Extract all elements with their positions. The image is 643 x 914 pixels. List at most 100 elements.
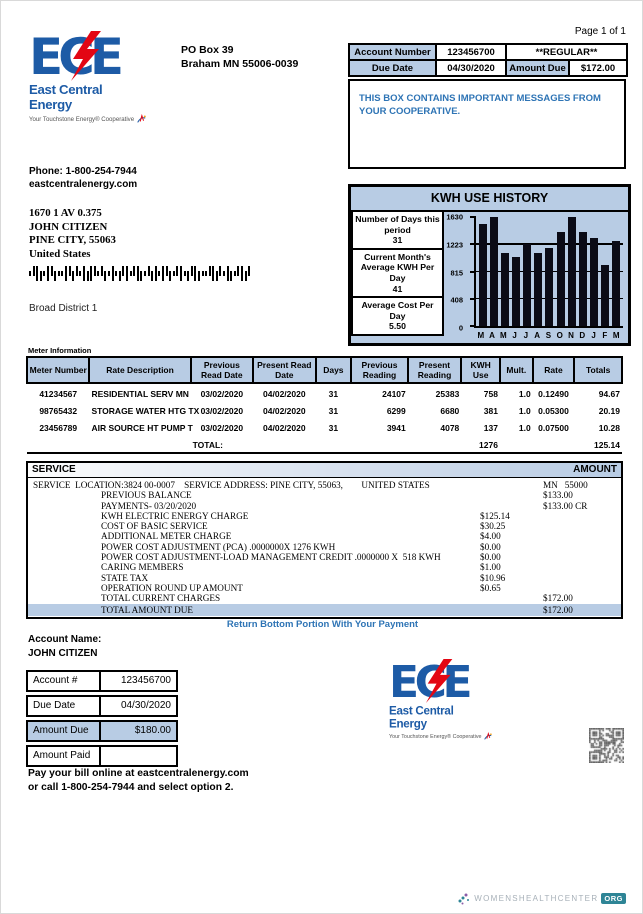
kwh-x-label: M [477,331,485,340]
stub-row-label: Amount Due [28,722,101,740]
watermark-badge: ORG [601,893,626,904]
meter-info-label: Meter Information [28,346,92,355]
charge-label: PREVIOUS BALANCE [101,490,192,501]
charge-label: KWH ELECTRIC ENERGY CHARGE [101,510,249,521]
kwh-x-label: S [545,331,552,340]
charge-label: PAYMENTS- 03/20/2020 [101,500,197,511]
total-label: TOTAL: [192,440,223,450]
rate: 0.07500 [538,423,569,433]
meter-row: 23456789 AIR SOURCE HT PUMP T 03/02/2020… [27,418,622,435]
address-line: JOHN CITIZEN [29,220,108,233]
kwh-use: 137 [483,423,498,433]
pay-note-line: or call 1-800-254-7944 and select option… [28,782,234,793]
company-logo: ECE East Central Energy Your Touchstone … [29,31,147,124]
charge-label: COST OF BASIC SERVICE [101,521,208,532]
page-number: Page 1 of 1 [574,26,626,37]
stub-row-value: 123456700 [120,675,171,686]
balance-amount: $172.00 [543,604,573,615]
kwh-plot [470,216,623,328]
stub-row-label: Account # [28,672,101,690]
kwh-history-title: KWH USE HISTORY [351,187,628,212]
kwh-x-label: A [489,331,495,340]
present-read-date: 04/02/2020 [263,389,306,399]
service-line: KWH ELECTRIC ENERGY CHARGE $125.14 [28,511,621,521]
charge-label: CARING MEMBERS [101,562,184,573]
col-header: Rate Description [88,356,192,384]
kwh-x-label: F [602,331,608,340]
balance-amount: MN 55000 [543,480,588,490]
balance-amount: $133.00 CR [543,500,588,511]
total-amount: 125.14 [594,440,620,450]
charge-amount: $4.00 [480,531,501,542]
kwh-x-label: O [556,331,563,340]
brand-tagline: Your Touchstone Energy® Cooperative [29,114,147,124]
due-date-label: Due Date [348,59,437,77]
meter-number: 23456789 [39,423,78,433]
kwh-stat-box: Current Month's Average KWH Per Day 41 [351,249,444,299]
contact-block: Phone: 1-800-254-7944 eastcentralenergy.… [29,165,137,191]
kwh-bar [600,265,609,326]
charge-amount: $30.25 [480,521,506,532]
service-line: TOTAL AMOUNT DUE $172.00 [28,603,621,616]
brand-name: East Central Energy [389,703,454,731]
payment-stub-row: Due Date 04/30/2020 [26,695,178,717]
charge-label: TOTAL AMOUNT DUE [101,604,193,615]
kwh-bars [476,217,623,326]
watermark-text: WOMENSHEALTHCENTER [474,894,599,903]
charge-label: OPERATION ROUND UP AMOUNT [101,582,243,593]
kwh-x-label: J [512,331,517,340]
meter-header-row: Meter Number Rate Description Previous R… [25,356,623,384]
meter-total-row: TOTAL: 1276 125.14 [27,435,622,453]
account-name-block: Account Name: JOHN CITIZEN [28,633,101,660]
multiplier: 1.0 [518,406,531,416]
stat-value: 5.50 [389,321,406,332]
rate-description: RESIDENTIAL SERV MN [91,389,189,399]
service-lines: SERVICE LOCATION:3824 00-0007 SERVICE AD… [28,478,621,617]
charge-amount: $1.00 [480,562,501,573]
previous-read-date: 03/02/2020 [200,423,244,433]
total-kwh: 1276 [479,440,498,450]
kwh-bar [545,248,554,326]
stub-row-label: Due Date [28,697,101,715]
stub-row-value [101,747,176,765]
ece-logo-icon: ECE [29,31,126,81]
meter-row: 41234567 RESIDENTIAL SERV MN 03/02/2020 … [27,383,622,401]
present-reading: 6680 [440,406,460,416]
kwh-stats: Number of Days this period 31 Current Mo… [351,212,444,346]
brand-name: East Central Energy [29,82,103,112]
kwh-history-panel: KWH USE HISTORY Number of Days this peri… [348,184,631,346]
remit-address: PO Box 39 Braham MN 55006-0039 [181,43,298,71]
qr-code [589,728,624,763]
address-line: 1670 1 AV 0.375 [29,207,102,219]
watermark-footer: WOMENSHEALTHCENTER ORG [457,892,626,905]
multiplier: 1.0 [518,423,531,433]
col-header: Present Reading [406,356,463,384]
previous-reading: 3941 [386,423,406,433]
present-read-date: 04/02/2020 [263,406,306,416]
amount-due-label: Amount Due [505,59,570,77]
days: 31 [328,406,339,416]
stat-value: 31 [392,235,403,246]
service-line: POWER COST ADJUSTMENT-LOAD MANAGEMENT CR… [28,552,621,562]
kwh-x-label: A [534,331,541,340]
col-header: Rate [531,356,576,384]
service-header-left: SERVICE [32,464,76,475]
kwh-bar [523,244,532,326]
district-label: Broad District 1 [29,303,98,314]
touchstone-energy-icon [137,114,146,123]
rate-description: STORAGE WATER HTG TX [91,406,200,416]
payment-stub-table: Account # 123456700 Due Date 04/30/2020 … [26,670,178,770]
charge-label: POWER COST ADJUSTMENT-LOAD MANAGEMENT CR… [101,552,441,563]
col-header: Present Read Date [252,356,317,384]
col-header: KWH Use [460,356,501,384]
col-header: Totals [573,356,623,384]
stub-row-label: Amount Paid [28,747,101,765]
stat-value: 41 [392,283,403,294]
present-reading: 4078 [440,423,460,433]
rate-description: AIR SOURCE HT PUMP T [91,423,193,433]
return-portion-note: Return Bottom Portion With Your Payment [226,619,419,630]
col-header: Previous Read Date [189,356,255,384]
payment-stub-row: Account # 123456700 [26,670,178,692]
service-section: SERVICE AMOUNT SERVICE LOCATION:3824 00-… [26,461,623,619]
